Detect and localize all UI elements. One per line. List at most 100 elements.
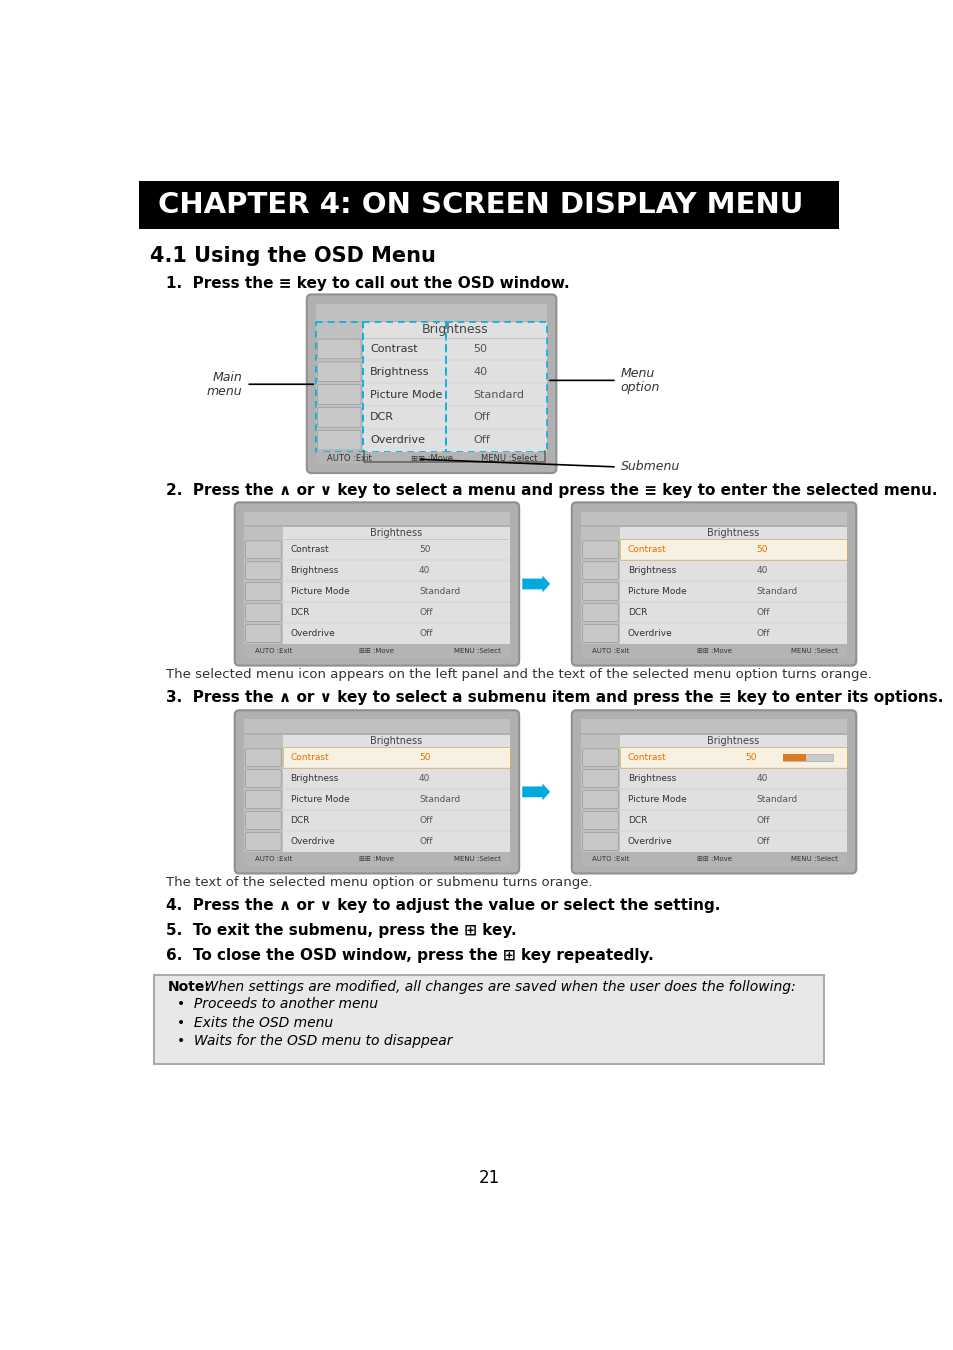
Bar — [580, 644, 846, 657]
Text: MENU :Select: MENU :Select — [454, 648, 500, 653]
Bar — [619, 539, 846, 560]
Text: When settings are modified, all changes are saved when the user does the followi: When settings are modified, all changes … — [199, 980, 795, 995]
Text: The text of the selected menu option or submenu turns orange.: The text of the selected menu option or … — [166, 876, 592, 890]
Text: CHAPTER 4: ON SCREEN DISPLAY MENU: CHAPTER 4: ON SCREEN DISPLAY MENU — [158, 192, 802, 219]
Text: 40: 40 — [756, 566, 767, 575]
FancyBboxPatch shape — [317, 362, 360, 382]
FancyBboxPatch shape — [234, 710, 518, 873]
Bar — [244, 734, 282, 852]
FancyBboxPatch shape — [245, 562, 281, 579]
Text: Off: Off — [756, 629, 769, 639]
Text: Off: Off — [418, 815, 432, 825]
Text: Contrast: Contrast — [370, 344, 417, 354]
Text: 50: 50 — [473, 344, 487, 354]
Bar — [244, 734, 509, 852]
Text: MENU :Select: MENU :Select — [790, 648, 837, 653]
FancyBboxPatch shape — [582, 603, 618, 621]
Text: DCR: DCR — [291, 608, 310, 617]
Text: •  Proceeds to another menu: • Proceeds to another menu — [177, 998, 378, 1011]
Text: Standard: Standard — [418, 587, 459, 597]
Text: Off: Off — [473, 412, 490, 423]
Bar — [362, 323, 546, 451]
Bar — [244, 720, 509, 733]
Bar — [782, 755, 805, 761]
Text: Off: Off — [418, 608, 432, 617]
Bar — [315, 323, 362, 451]
Text: Off: Off — [418, 837, 432, 846]
Text: Brightness: Brightness — [370, 367, 430, 377]
Text: Brightness: Brightness — [627, 566, 675, 575]
Bar — [445, 323, 546, 451]
Text: 1.  Press the ≡ key to call out the OSD window.: 1. Press the ≡ key to call out the OSD w… — [166, 277, 569, 292]
FancyBboxPatch shape — [582, 583, 618, 601]
Text: Picture Mode: Picture Mode — [627, 795, 685, 805]
Bar — [619, 747, 846, 768]
FancyBboxPatch shape — [582, 749, 618, 767]
Text: AUTO :Exit: AUTO :Exit — [327, 454, 372, 463]
Text: 40: 40 — [418, 774, 430, 783]
FancyBboxPatch shape — [245, 541, 281, 559]
Text: 6.  To close the OSD window, press the ⊞ key repeatedly.: 6. To close the OSD window, press the ⊞ … — [166, 948, 653, 963]
Bar — [282, 747, 509, 768]
Bar — [244, 526, 509, 644]
Text: Brightness: Brightness — [706, 528, 759, 539]
FancyArrow shape — [521, 575, 550, 593]
Text: Menu: Menu — [620, 367, 655, 379]
Bar — [244, 526, 282, 644]
Text: Off: Off — [473, 435, 490, 446]
Text: Off: Off — [756, 837, 769, 846]
Bar — [782, 755, 833, 761]
Text: Brightness: Brightness — [291, 566, 338, 575]
Text: Main: Main — [213, 371, 242, 383]
Text: MENU :Select: MENU :Select — [790, 856, 837, 861]
Bar — [619, 747, 846, 768]
Text: Brightness: Brightness — [370, 736, 422, 747]
Text: MENU :Select: MENU :Select — [454, 856, 500, 861]
FancyBboxPatch shape — [245, 749, 281, 767]
Text: 21: 21 — [477, 1169, 499, 1188]
Text: 50: 50 — [418, 753, 430, 763]
Text: AUTO :Exit: AUTO :Exit — [254, 648, 292, 653]
FancyBboxPatch shape — [317, 339, 360, 359]
Bar — [244, 644, 509, 657]
Text: Brightness: Brightness — [370, 528, 422, 539]
Text: Picture Mode: Picture Mode — [370, 390, 442, 400]
Text: DCR: DCR — [627, 815, 646, 825]
Text: AUTO :Exit: AUTO :Exit — [592, 856, 629, 861]
Bar — [282, 526, 509, 644]
Text: ⊞⊞ :Move: ⊞⊞ :Move — [410, 454, 452, 463]
FancyBboxPatch shape — [582, 811, 618, 829]
Text: option: option — [620, 381, 659, 394]
FancyBboxPatch shape — [245, 769, 281, 787]
Text: Brightness: Brightness — [421, 324, 488, 336]
FancyBboxPatch shape — [245, 833, 281, 851]
Text: menu: menu — [207, 385, 242, 398]
Text: Brightness: Brightness — [706, 736, 759, 747]
Bar — [244, 512, 509, 525]
Text: Picture Mode: Picture Mode — [291, 587, 349, 597]
Text: Off: Off — [756, 608, 769, 617]
FancyBboxPatch shape — [571, 710, 856, 873]
Text: Overdrive: Overdrive — [291, 837, 335, 846]
Bar — [315, 304, 546, 320]
FancyBboxPatch shape — [582, 769, 618, 787]
Bar — [315, 451, 546, 466]
Text: DCR: DCR — [370, 412, 394, 423]
FancyBboxPatch shape — [245, 603, 281, 621]
Text: Overdrive: Overdrive — [627, 629, 672, 639]
Text: ⊞⊞ :Move: ⊞⊞ :Move — [359, 648, 394, 653]
Text: ⊞⊞ :Move: ⊞⊞ :Move — [359, 856, 394, 861]
Text: Standard: Standard — [756, 587, 797, 597]
Text: •  Waits for the OSD menu to disappear: • Waits for the OSD menu to disappear — [177, 1034, 453, 1049]
Text: 40: 40 — [756, 774, 767, 783]
FancyBboxPatch shape — [245, 811, 281, 829]
FancyBboxPatch shape — [582, 562, 618, 579]
Text: Picture Mode: Picture Mode — [627, 587, 685, 597]
Text: Submenu: Submenu — [620, 460, 679, 474]
Bar — [580, 734, 846, 852]
Text: •  Exits the OSD menu: • Exits the OSD menu — [177, 1015, 334, 1030]
Text: 5.  To exit the submenu, press the ⊞ key.: 5. To exit the submenu, press the ⊞ key. — [166, 923, 516, 938]
Text: 40: 40 — [418, 566, 430, 575]
Text: Off: Off — [418, 629, 432, 639]
Bar — [580, 512, 846, 525]
